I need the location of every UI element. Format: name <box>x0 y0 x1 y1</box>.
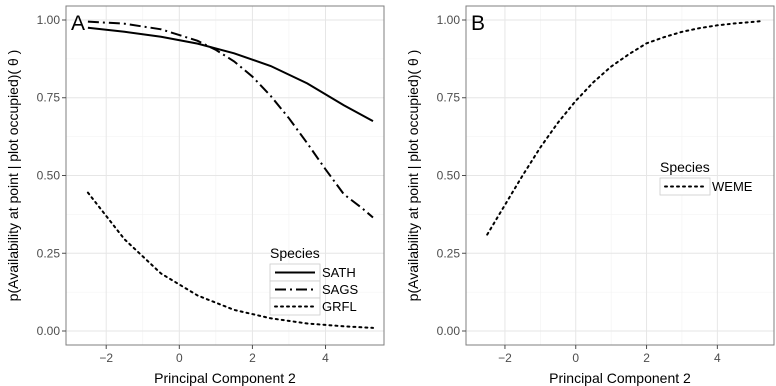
y-tick-label: 0.25 <box>37 246 61 260</box>
legend-label: SAGS <box>322 282 358 297</box>
y-tick-label: 1.00 <box>437 13 461 27</box>
series-line-sath <box>87 26 374 122</box>
series-line-grfl <box>86 191 374 329</box>
y-tick-label: 0.75 <box>437 91 461 105</box>
series-line-sags <box>87 20 374 219</box>
x-tick-label: 0 <box>176 351 183 365</box>
legend-title: Species <box>660 159 710 175</box>
y-tick-label: 0.50 <box>437 169 461 183</box>
x-tick-label: −2 <box>99 351 113 365</box>
y-axis-title: p(Availability at point | plot occupied)… <box>405 50 421 302</box>
y-axis-title: p(Availability at point | plot occupied)… <box>5 50 21 302</box>
y-tick-label: 0.00 <box>37 324 61 338</box>
panel-b: −2 0 2 4 0.00 0.25 0.50 0.75 1.00 Principal Compo… <box>405 5 775 386</box>
x-tick-label: 2 <box>643 351 650 365</box>
y-tick-label: 1.00 <box>37 13 61 27</box>
legend-title: Species <box>270 245 320 261</box>
x-axis-title: Principal Component 2 <box>549 370 691 386</box>
panel-label: A <box>71 12 85 35</box>
series-line-weme <box>486 19 765 236</box>
y-tick-label: 0.00 <box>437 324 461 338</box>
legend-label: SATH <box>322 265 356 280</box>
legend-label: WEME <box>712 179 753 194</box>
x-axis-title: Principal Component 2 <box>154 370 296 386</box>
y-tick-label: 0.75 <box>37 91 61 105</box>
x-tick-label: 4 <box>714 351 721 365</box>
x-tick-label: 4 <box>322 351 329 365</box>
panel-label: B <box>471 12 485 35</box>
x-tick-label: 0 <box>572 351 579 365</box>
x-tick-label: 2 <box>249 351 256 365</box>
x-tick-label: −2 <box>498 351 512 365</box>
y-tick-label: 0.50 <box>37 169 61 183</box>
legend-label: GRFL <box>322 299 357 314</box>
y-tick-label: 0.25 <box>437 246 461 260</box>
panel-a: −2 0 2 4 0.00 0.25 0.50 0.75 1.00 Principal Compo… <box>5 5 385 386</box>
